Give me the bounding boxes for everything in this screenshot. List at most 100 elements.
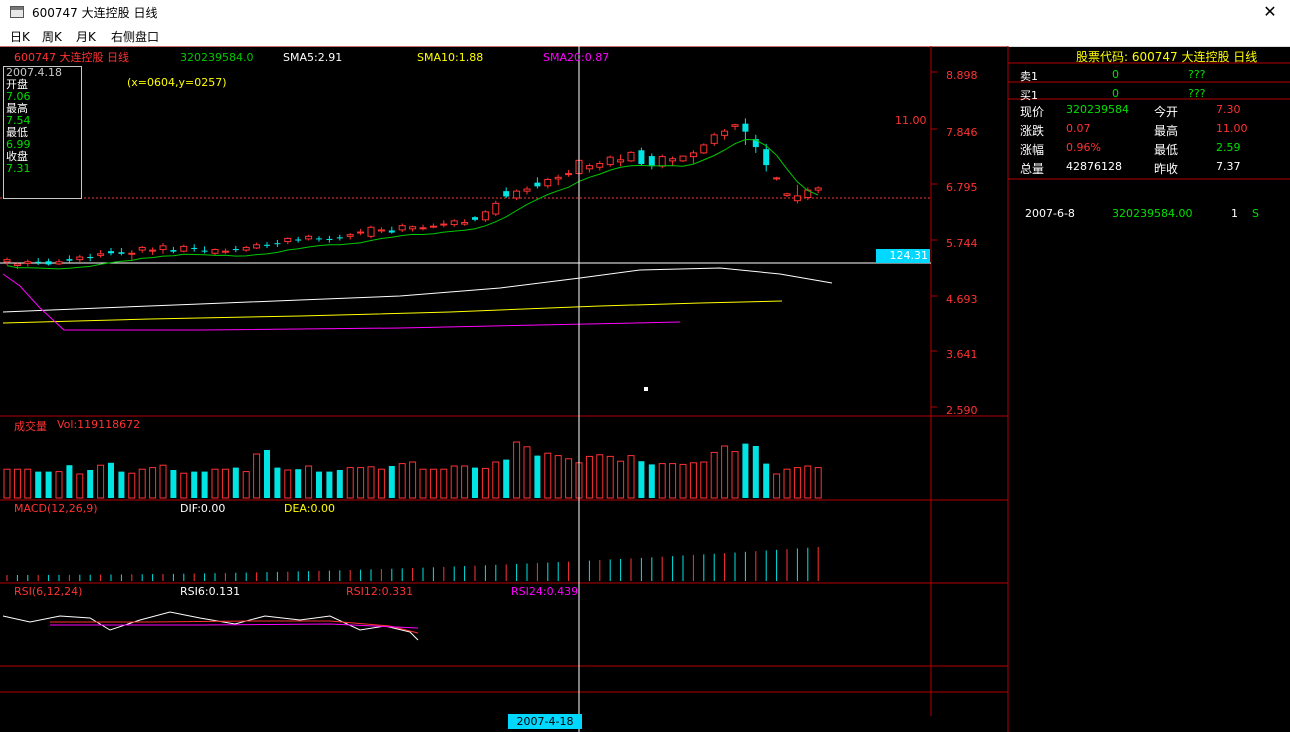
candle-body bbox=[710, 134, 718, 144]
volume-title: 成交量 bbox=[14, 420, 47, 433]
volume-bar bbox=[253, 453, 261, 499]
candle-body bbox=[138, 246, 146, 251]
volume-bar bbox=[118, 471, 125, 498]
menu-weekly-k[interactable]: 周K bbox=[42, 30, 62, 44]
price-axis-label: 2.590 bbox=[946, 404, 978, 417]
candle-body bbox=[346, 234, 354, 237]
macd-title: MACD(12,26,9) bbox=[14, 502, 98, 515]
candle-body bbox=[617, 159, 625, 163]
sma10-line bbox=[2, 300, 783, 324]
price-axis-label: 6.795 bbox=[946, 181, 978, 194]
price-axis-label: 8.898 bbox=[946, 69, 978, 82]
candle-body bbox=[627, 151, 635, 162]
peak-price-label: 11.00 bbox=[895, 114, 927, 127]
candle-body bbox=[492, 202, 500, 215]
stat-label: 最高 bbox=[1154, 124, 1179, 138]
candle-body bbox=[221, 250, 229, 253]
sell1-qty: 0 bbox=[1112, 68, 1119, 81]
candle-body bbox=[700, 144, 708, 154]
candle-body bbox=[596, 163, 604, 168]
volume-bar bbox=[367, 466, 375, 499]
menu-daily-k[interactable]: 日K bbox=[10, 30, 30, 44]
volume-bar bbox=[274, 467, 281, 498]
candle-body bbox=[461, 221, 469, 225]
window-title: 600747 大连控股 日线 bbox=[32, 6, 158, 20]
candle-body bbox=[13, 263, 21, 266]
candle-body bbox=[481, 211, 489, 221]
volume-bar bbox=[377, 468, 385, 499]
volume-bar bbox=[689, 462, 697, 499]
candle-body bbox=[87, 256, 94, 259]
menu-monthly-k[interactable]: 月K bbox=[76, 30, 96, 44]
volume-bar bbox=[658, 463, 666, 499]
volume-bar bbox=[419, 468, 427, 499]
price-axis-label: 3.641 bbox=[946, 348, 978, 361]
trade-date: 2007-6-8 bbox=[1025, 207, 1075, 220]
info-close-label: 收盘 bbox=[6, 150, 28, 163]
candle-body bbox=[367, 226, 375, 237]
volume-bar bbox=[388, 466, 395, 498]
buy1-price: ??? bbox=[1188, 87, 1206, 100]
volume-bar bbox=[3, 468, 11, 499]
candle-body bbox=[118, 252, 125, 254]
candle-body bbox=[377, 229, 385, 232]
macd-dea: DEA:0.00 bbox=[284, 502, 335, 515]
buy1-label: 买1 bbox=[1020, 89, 1038, 102]
candle-body bbox=[170, 250, 177, 252]
candle-body bbox=[450, 220, 458, 226]
candle-body bbox=[783, 193, 791, 196]
chart-stock-label: 600747 大连控股 日线 bbox=[14, 51, 129, 64]
candle-body bbox=[128, 252, 136, 255]
volume-bar bbox=[159, 464, 167, 499]
stat-volume: 42876128 bbox=[1066, 160, 1122, 173]
rsi6-line bbox=[2, 611, 419, 641]
kline-chart[interactable] bbox=[0, 46, 1290, 732]
volume-bar bbox=[731, 451, 739, 499]
cursor-price-tag: 124.31 bbox=[876, 249, 930, 263]
info-close: 7.31 bbox=[6, 162, 31, 175]
buy1-qty: 0 bbox=[1112, 87, 1119, 100]
stat-low: 2.59 bbox=[1216, 141, 1241, 154]
candle-body bbox=[191, 247, 198, 249]
info-high: 7.54 bbox=[6, 114, 31, 127]
volume-bar bbox=[128, 472, 136, 499]
cursor-coords: (x=0604,y=0257) bbox=[127, 76, 227, 89]
close-button[interactable]: ✕ bbox=[1263, 2, 1277, 21]
stat-high: 11.00 bbox=[1216, 122, 1248, 135]
price-axis-label: 7.846 bbox=[946, 126, 978, 139]
candle-body bbox=[201, 250, 208, 252]
rsi-title: RSI(6,12,24) bbox=[14, 585, 83, 598]
volume-bar bbox=[284, 469, 292, 499]
volume-bar bbox=[336, 470, 343, 498]
volume-bar bbox=[232, 467, 239, 498]
volume-bar bbox=[305, 465, 313, 499]
volume-bar bbox=[606, 455, 614, 499]
info-low-label: 最低 bbox=[6, 126, 28, 139]
macd-dif: DIF:0.00 bbox=[180, 502, 226, 515]
candle-body bbox=[45, 261, 52, 265]
info-high-label: 最高 bbox=[6, 102, 28, 115]
volume-bar bbox=[35, 471, 42, 498]
volume-bar bbox=[24, 468, 32, 499]
volume-bar bbox=[45, 471, 52, 498]
candle-body bbox=[76, 256, 84, 261]
volume-bar bbox=[180, 472, 188, 499]
candle-body bbox=[773, 177, 781, 180]
stat-label: 总量 bbox=[1020, 162, 1045, 176]
quote-panel-title: 股票代码: 600747 大连控股 日线 bbox=[1076, 50, 1258, 64]
candle-body bbox=[274, 243, 281, 245]
volume-bar bbox=[763, 463, 770, 498]
volume-bar bbox=[481, 467, 489, 499]
volume-bar bbox=[503, 459, 510, 498]
candle-body bbox=[503, 191, 510, 197]
volume-bar bbox=[638, 461, 645, 498]
candle-body bbox=[554, 176, 562, 180]
price-axis-label: 4.693 bbox=[946, 293, 978, 306]
volume-bar bbox=[170, 470, 177, 498]
volume-bar bbox=[721, 445, 729, 499]
candle-body bbox=[658, 156, 666, 167]
sell1-price: ??? bbox=[1188, 68, 1206, 81]
volume-bar bbox=[357, 467, 365, 499]
chart-area[interactable]: 600747 大连控股 日线 320239584.0 SMA5:2.91 SMA… bbox=[0, 46, 1290, 732]
menu-right-panel[interactable]: 右侧盘口 bbox=[111, 30, 160, 44]
